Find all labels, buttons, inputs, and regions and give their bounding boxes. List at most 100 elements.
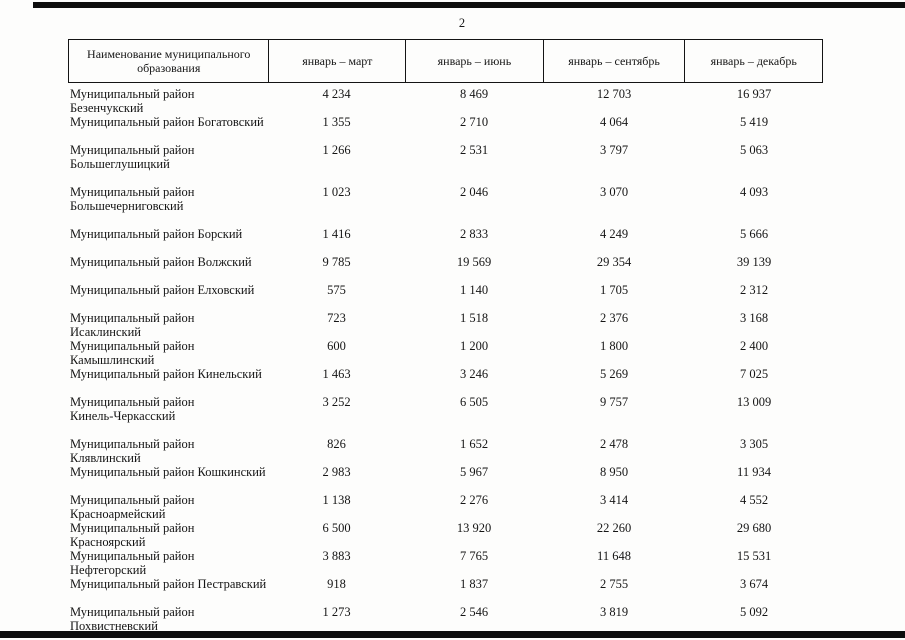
row-value-january-june: 2 531 xyxy=(459,143,489,157)
row-value-january-december: 5 419 xyxy=(739,115,769,129)
row-value-january-september: 29 354 xyxy=(596,255,632,269)
row-value-january-march: 3 883 xyxy=(322,549,351,563)
row-value-january-june: 1 200 xyxy=(459,339,489,353)
row-name-line1: Муниципальный район Красноярский xyxy=(70,521,195,549)
row-name-line1: Муниципальный район Безенчукский xyxy=(70,87,195,115)
table-row: Муниципальный район Волжский 9 785 19 56… xyxy=(68,251,823,279)
row-value-january-march: 1 273 xyxy=(322,605,351,619)
row-value-january-june: 2 710 xyxy=(459,115,489,129)
row-value-january-december: 11 934 xyxy=(737,465,771,479)
row-value-january-june: 1 837 xyxy=(459,577,489,591)
row-value-january-june: 19 569 xyxy=(456,255,492,269)
row-name-line1: Муниципальный район Борский xyxy=(70,227,243,241)
table-body: Муниципальный район Безенчукский 4 234 8… xyxy=(68,83,823,632)
row-value-january-december: 4 093 xyxy=(739,185,769,199)
row-value-january-september: 11 648 xyxy=(597,549,631,563)
row-name-line1: Муниципальный район Похвистневский xyxy=(70,605,195,633)
row-name-line1: Муниципальный район Камышлинский xyxy=(70,339,195,367)
row-municipality-name: Муниципальный район Борский xyxy=(68,223,268,242)
row-value-january-september: 3 070 xyxy=(599,185,629,199)
row-value-january-december: 4 552 xyxy=(739,493,769,507)
row-municipality-name: Муниципальный район Волжский xyxy=(68,251,268,270)
row-name-line2: Большечерниговский xyxy=(70,198,184,213)
row-municipality-name: Муниципальный район Кинель-Черкасский xyxy=(68,391,268,423)
row-name-line1: Муниципальный район xyxy=(70,143,195,157)
row-value-january-september: 8 950 xyxy=(599,465,629,479)
row-value-january-june: 1 518 xyxy=(459,311,489,325)
row-value-january-december: 29 680 xyxy=(736,521,772,535)
row-municipality-name: Муниципальный район Большечерниговский xyxy=(68,181,268,213)
row-municipality-name: Муниципальный район Пестравский xyxy=(68,573,268,592)
row-value-january-june: 13 920 xyxy=(456,521,492,535)
row-name-line1: Муниципальный район Кинельский xyxy=(70,367,262,381)
row-value-january-june: 1 140 xyxy=(459,283,489,297)
row-value-january-december: 5 666 xyxy=(739,227,769,241)
row-value-january-december: 16 937 xyxy=(736,87,772,101)
table-header-january-june: январь – июнь xyxy=(405,40,543,82)
table-row: Муниципальный район Большечерниговский 1… xyxy=(68,181,823,223)
row-name-line1: Муниципальный район Исаклинский xyxy=(70,311,195,339)
row-value-january-march: 1 416 xyxy=(322,227,351,241)
row-municipality-name: Муниципальный район Красноармейский xyxy=(68,489,268,521)
table-header-name-line2: образования xyxy=(137,61,201,75)
row-value-january-september: 4 064 xyxy=(599,115,629,129)
table-header-name-column: Наименование муниципального образования xyxy=(69,40,268,82)
row-value-january-september: 2 478 xyxy=(599,437,629,451)
row-value-january-september: 5 269 xyxy=(599,367,629,381)
row-value-january-june: 8 469 xyxy=(459,87,489,101)
row-value-january-march: 2 983 xyxy=(322,465,351,479)
row-value-january-september: 2 755 xyxy=(599,577,629,591)
row-value-january-september: 22 260 xyxy=(596,521,632,535)
row-value-january-september: 1 800 xyxy=(599,339,629,353)
row-value-january-june: 2 046 xyxy=(459,185,489,199)
scan-artifact-top-bar xyxy=(33,2,905,8)
row-value-january-december: 3 305 xyxy=(739,437,769,451)
row-value-january-march: 1 138 xyxy=(322,493,351,507)
row-value-january-march: 1 266 xyxy=(322,143,351,157)
row-value-january-december: 39 139 xyxy=(736,255,772,269)
row-value-january-march: 723 xyxy=(327,311,346,325)
row-value-january-september: 3 797 xyxy=(599,143,629,157)
table-row: Муниципальный район Богатовский 1 355 2 … xyxy=(68,111,823,139)
row-name-line1: Муниципальный район Богатовский xyxy=(70,115,264,129)
row-value-january-march: 600 xyxy=(327,339,346,353)
row-municipality-name: Муниципальный район Красноярский xyxy=(68,517,268,549)
row-value-january-march: 918 xyxy=(327,577,346,591)
row-value-january-march: 6 500 xyxy=(322,521,351,535)
row-value-january-september: 12 703 xyxy=(596,87,632,101)
row-municipality-name: Муниципальный район Большеглушицкий xyxy=(68,139,268,171)
row-name-line2: Кинель-Черкасский xyxy=(70,408,176,423)
row-name-line1: Муниципальный район Клявлинский xyxy=(70,437,195,465)
row-value-january-december: 5 063 xyxy=(739,143,769,157)
row-value-january-june: 3 246 xyxy=(459,367,489,381)
row-value-january-december: 2 400 xyxy=(739,339,769,353)
row-value-january-december: 5 092 xyxy=(739,605,769,619)
row-municipality-name: Муниципальный район Похвистневский xyxy=(68,601,268,633)
row-value-january-march: 1 355 xyxy=(322,115,351,129)
row-value-january-december: 2 312 xyxy=(739,283,769,297)
row-value-january-june: 2 833 xyxy=(459,227,489,241)
table-row: Муниципальный район Похвистневский 1 273… xyxy=(68,601,823,632)
table-header-january-september: январь – сентябрь xyxy=(542,40,685,82)
row-value-january-march: 575 xyxy=(327,283,346,297)
row-value-january-december: 3 674 xyxy=(739,577,769,591)
row-value-january-march: 9 785 xyxy=(322,255,351,269)
row-municipality-name: Муниципальный район Камышлинский xyxy=(68,335,268,367)
row-name-line1: Муниципальный район Пестравский xyxy=(70,577,267,591)
row-name-line1: Муниципальный район Волжский xyxy=(70,255,252,269)
table-header-name-line1: Наименование муниципального xyxy=(87,46,251,61)
table-row: Муниципальный район Кошкинский 2 983 5 9… xyxy=(68,461,823,489)
table-row: Муниципальный район Клявлинский 826 1 65… xyxy=(68,433,823,464)
row-value-january-september: 4 249 xyxy=(599,227,629,241)
row-municipality-name: Муниципальный район Безенчукский xyxy=(68,83,268,115)
table-row: Муниципальный район Красноармейский 1 13… xyxy=(68,489,823,520)
row-value-january-september: 3 414 xyxy=(599,493,629,507)
row-name-line2: Большеглушицкий xyxy=(70,156,170,171)
table-header-january-march: январь – март xyxy=(268,40,405,82)
row-value-january-september: 2 376 xyxy=(599,311,629,325)
table-header-january-december: январь – декабрь xyxy=(684,40,822,82)
row-value-january-june: 7 765 xyxy=(459,549,489,563)
row-name-line1: Муниципальный район xyxy=(70,395,195,409)
row-value-january-december: 7 025 xyxy=(739,367,769,381)
row-value-january-march: 4 234 xyxy=(322,87,351,101)
